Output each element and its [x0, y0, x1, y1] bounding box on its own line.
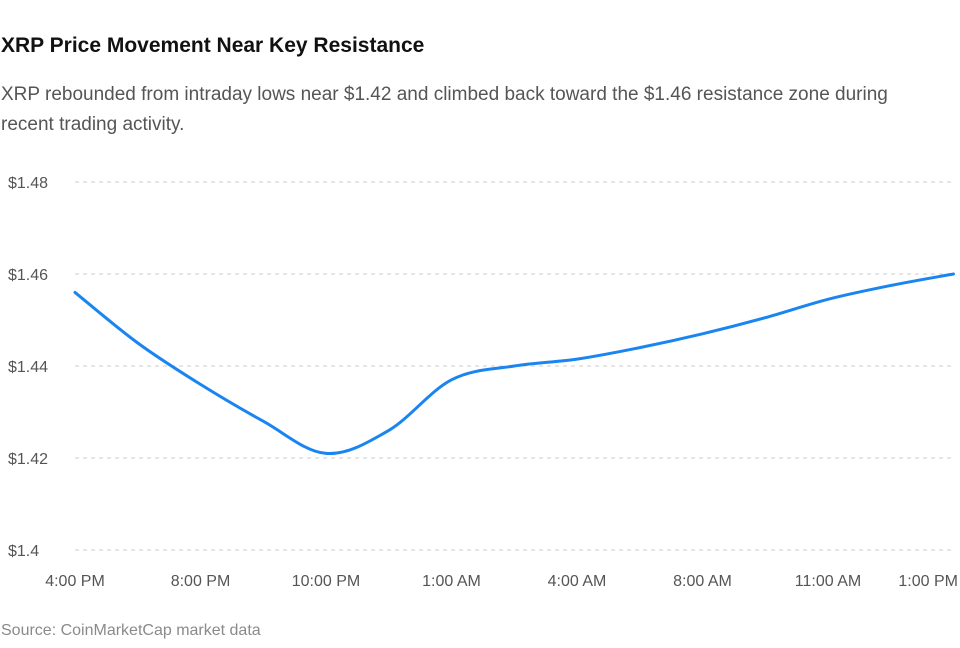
x-tick-label: 8:00 AM	[673, 573, 732, 590]
x-tick-label: 1:00 PM	[898, 573, 958, 590]
x-tick-label: 4:00 PM	[45, 573, 105, 590]
x-axis-tick-labels: 4:00 PM 8:00 PM 10:00 PM 1:00 AM 4:00 AM 8:00…	[45, 573, 958, 590]
grid-lines	[75, 181, 952, 551]
x-tick-label: 11:00 AM	[795, 573, 861, 590]
y-tick-label: $1.42	[8, 451, 48, 468]
price-series-line	[73, 272, 955, 455]
y-tick-label: $1.48	[8, 175, 48, 192]
series-layer	[73, 272, 955, 455]
source-note: Source: CoinMarketCap market data	[1, 622, 261, 639]
x-tick-label: 10:00 PM	[292, 573, 360, 590]
y-axis-tick-labels: $1.4 $1.42 $1.44 $1.46 $1.48	[8, 175, 48, 560]
price-line-chart: $1.4 $1.42 $1.44 $1.46 $1.48 4:00 PM 8:00 PM 1…	[8, 175, 958, 590]
y-tick-label: $1.4	[8, 543, 39, 560]
y-tick-label: $1.46	[8, 267, 48, 284]
x-tick-label: 1:00 AM	[422, 573, 481, 590]
chart-subtitle: XRP rebounded from intraday lows near $1…	[1, 84, 888, 135]
y-tick-label: $1.44	[8, 359, 48, 376]
x-tick-label: 4:00 AM	[548, 573, 607, 590]
x-tick-label: 8:00 PM	[171, 573, 231, 590]
chart-title: XRP Price Movement Near Key Resistance	[1, 34, 425, 57]
